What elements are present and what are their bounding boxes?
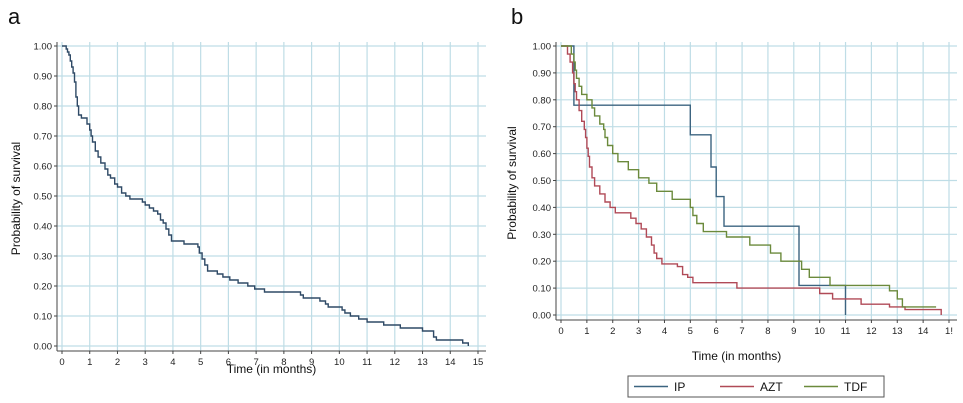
x-tick-label: 14: [918, 326, 929, 337]
y-tick-label: 0.40: [34, 222, 53, 233]
panel-a-y-axis-title: Probability of survival: [9, 142, 23, 255]
panel-b-legend: IP AZT TDF: [627, 375, 885, 398]
x-tick-label: 1: [87, 357, 92, 368]
y-tick-label: 0.50: [34, 192, 53, 203]
y-tick-label: 0.30: [533, 230, 552, 241]
x-tick-label: 5: [688, 326, 693, 337]
y-tick-label: 0.60: [34, 162, 53, 173]
x-tick-label: 11: [841, 326, 851, 337]
x-tick-label: 0: [59, 357, 64, 368]
x-tick-label: 15: [473, 357, 484, 368]
y-tick-label: 0.00: [533, 311, 552, 322]
x-tick-label: 0: [558, 326, 563, 337]
x-tick-label: 10: [334, 357, 345, 368]
legend-label-tdf: TDF: [844, 380, 867, 394]
panel-b-chart: b 0.000.100.200.300.400.500.600.700.800.…: [505, 4, 957, 398]
survival-series-line-azt: [561, 45, 942, 315]
y-tick-label: 0.10: [34, 312, 53, 323]
panel-a-letter: a: [8, 4, 21, 29]
x-tick-label: 6: [714, 326, 719, 337]
panel-b-letter: b: [511, 4, 523, 29]
legend-label-ip: IP: [674, 380, 685, 394]
x-tick-label: 13: [417, 357, 428, 368]
legend-label-azt: AZT: [760, 380, 783, 394]
x-tick-label: 5: [198, 357, 203, 368]
x-tick-label: 6: [226, 357, 231, 368]
survival-series-line-tdf: [561, 45, 937, 308]
y-tick-label: 0.40: [533, 203, 552, 214]
x-tick-label: 11: [362, 357, 372, 368]
x-tick-label: 4: [662, 326, 667, 337]
panel-b-gridlines: [556, 42, 957, 320]
x-tick-label: 8: [281, 357, 286, 368]
x-tick-label: 9: [791, 326, 796, 337]
x-tick-label: 7: [739, 326, 744, 337]
y-tick-label: 0.90: [533, 68, 552, 79]
x-tick-label: 13: [892, 326, 903, 337]
y-tick-label: 0.80: [34, 102, 53, 113]
panel-b-x-axis-title: Time (in months): [692, 349, 782, 363]
panel-a-y-tick-labels: 0.00 0.10 0.20 0.30 0.40 0.50 0.60 0.70 0.80 0.90…: [34, 42, 57, 353]
panel-a-gridlines: [57, 42, 486, 351]
x-tick-label: 1!: [945, 326, 953, 337]
y-tick-label: 0.70: [34, 132, 53, 143]
x-tick-label: 9: [309, 357, 314, 368]
panel-b-legend-items: IP AZT TDF: [634, 380, 867, 394]
x-tick-label: 12: [390, 357, 401, 368]
y-tick-label: 0.50: [533, 176, 552, 187]
panel-a-x-tick-labels: 0 1 2 3 4 5 6 7 8 9 10 11 12 13 14 15: [59, 351, 483, 368]
panel-a-chart: a 0.000.100.200.300.400.500.600.700.800.…: [8, 4, 486, 376]
x-tick-label: 7: [253, 357, 258, 368]
panel-b-series: [561, 45, 942, 315]
x-tick-label: 14: [445, 357, 456, 368]
x-tick-label: 2: [610, 326, 615, 337]
x-tick-label: 2: [115, 357, 120, 368]
y-tick-label: 0.20: [533, 257, 552, 268]
panel-b-y-tick-labels: 0.00 0.10 0.20 0.30 0.40 0.50 0.60 0.70 0.80 0.90…: [533, 42, 556, 322]
y-tick-label: 0.90: [34, 72, 53, 83]
y-tick-label: 0.60: [533, 149, 552, 160]
y-tick-label: 0.70: [533, 122, 552, 133]
survival-series-line-ip: [561, 45, 847, 315]
panel-a-x-axis-title: Time (in months): [227, 362, 317, 376]
x-tick-label: 8: [765, 326, 770, 337]
x-tick-label: 12: [866, 326, 877, 337]
x-tick-label: 3: [143, 357, 148, 368]
panel-b-legend-box: [627, 375, 885, 398]
survival-series-line: [62, 45, 469, 346]
x-tick-label: 10: [814, 326, 825, 337]
y-tick-label: 0.10: [533, 284, 552, 295]
panel-b-x-tick-labels: 0 1 2 3 4 5 6 7 8 9 10 11 12 13 14 1!: [558, 320, 953, 337]
y-tick-label: 0.00: [34, 342, 53, 353]
x-tick-label: 3: [636, 326, 641, 337]
y-tick-label: 1.00: [533, 42, 552, 53]
y-tick-label: 1.00: [34, 42, 53, 53]
panel-a-series: [62, 45, 469, 346]
y-tick-label: 0.20: [34, 282, 53, 293]
panel-b-y-axis-title: Probability of survival: [505, 126, 519, 239]
y-tick-label: 0.30: [34, 252, 53, 263]
x-tick-label: 1: [584, 326, 589, 337]
y-tick-label: 0.80: [533, 95, 552, 106]
x-tick-label: 4: [170, 357, 175, 368]
